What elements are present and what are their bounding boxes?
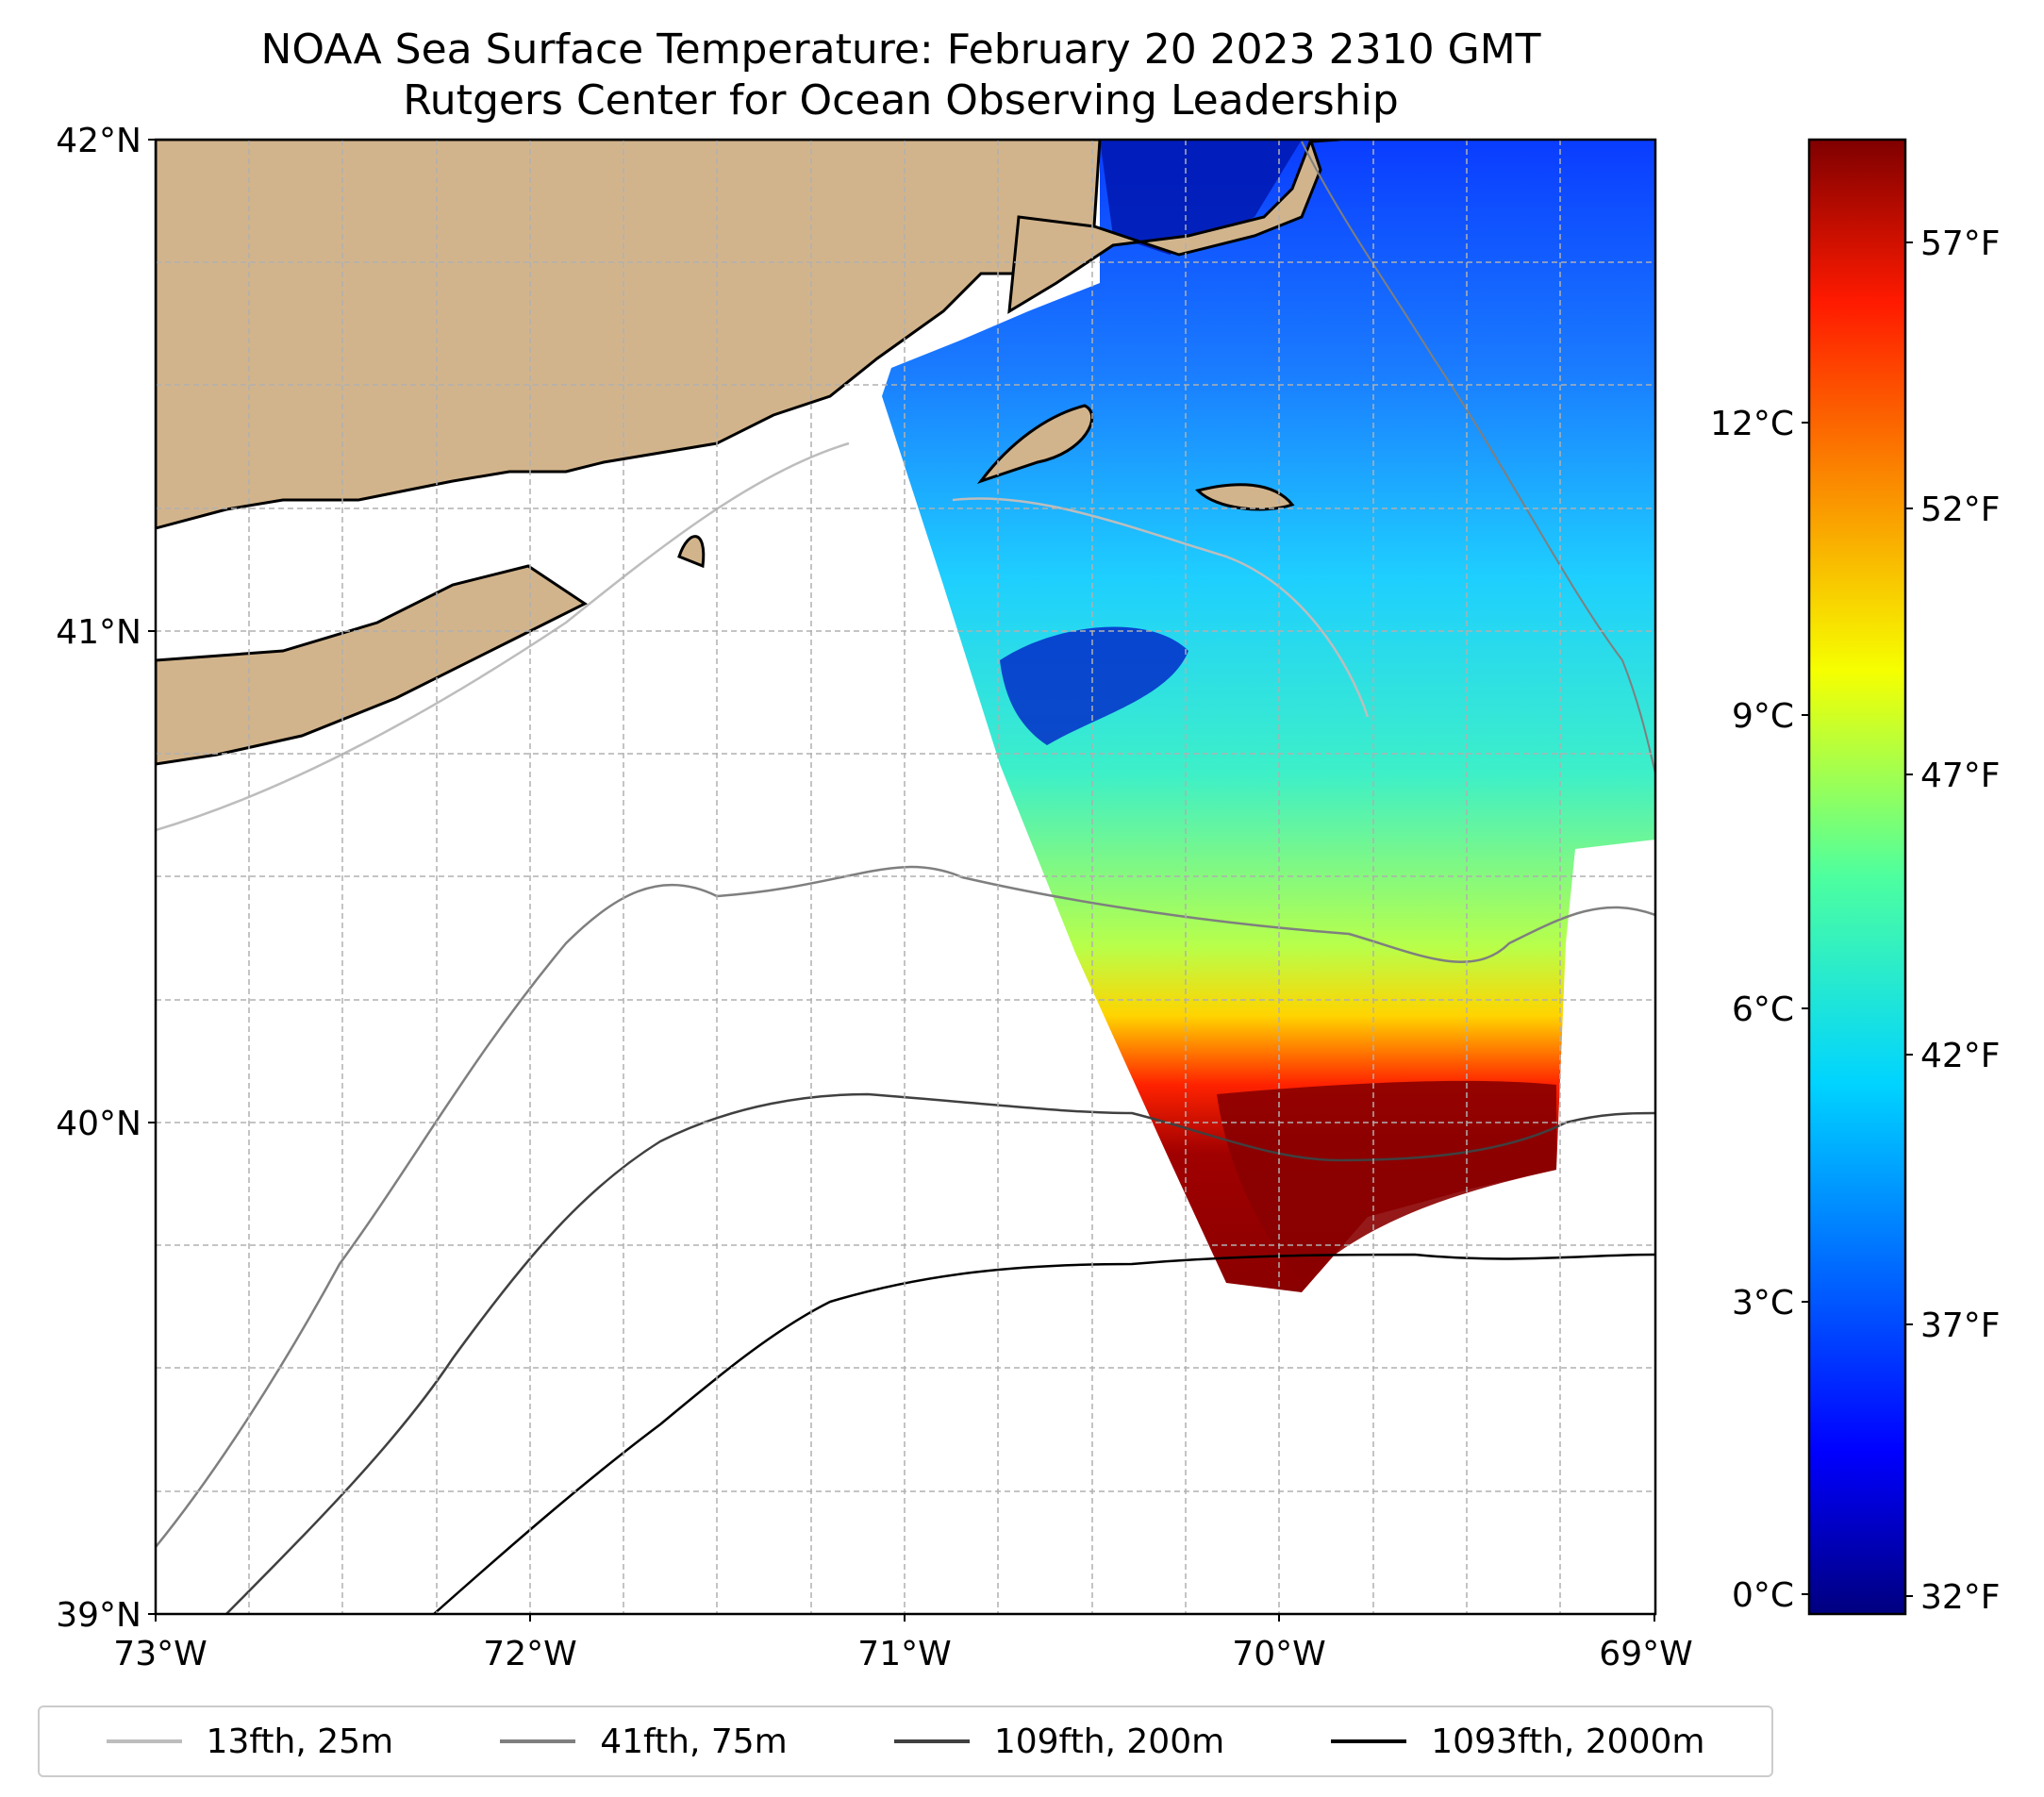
legend-label: 109fth, 200m bbox=[993, 1722, 1225, 1761]
lat-label: 42°N bbox=[56, 122, 141, 160]
legend-line-swatch bbox=[500, 1739, 576, 1743]
gridlines bbox=[156, 140, 1655, 1614]
lon-label: 73°W bbox=[113, 1635, 207, 1673]
isobath-legend: 13fth, 25m 41fth, 75m 109fth, 200m 1093f… bbox=[38, 1705, 1773, 1777]
isobath-75m bbox=[1301, 141, 1655, 774]
legend-line-swatch bbox=[1331, 1739, 1407, 1743]
isobath-2000m bbox=[433, 1253, 1655, 1614]
cold-patch bbox=[1000, 626, 1188, 745]
isobath-200m bbox=[225, 1092, 1655, 1614]
cold-patch bbox=[1100, 140, 1302, 255]
land-block-island bbox=[677, 535, 706, 569]
land-capecod bbox=[1007, 140, 1340, 314]
colorbar-fahrenheit-label: 57°F bbox=[1920, 225, 2001, 263]
colorbar-celsius-label: 3°C bbox=[1732, 1284, 1794, 1323]
lon-label: 72°W bbox=[483, 1635, 576, 1673]
lat-label: 39°N bbox=[56, 1596, 141, 1635]
legend-item: 1093fth, 2000m bbox=[1331, 1722, 1704, 1761]
legend-item: 41fth, 75m bbox=[500, 1722, 788, 1761]
isobath-25m bbox=[156, 441, 850, 832]
lon-label: 70°W bbox=[1232, 1635, 1325, 1673]
land-long-island bbox=[156, 564, 588, 766]
colorbar-fahrenheit-label: 52°F bbox=[1920, 491, 2001, 529]
legend-line-swatch bbox=[106, 1739, 182, 1743]
colorbar-fahrenheit-label: 32°F bbox=[1920, 1578, 2001, 1617]
lon-label: 69°W bbox=[1599, 1635, 1692, 1673]
legend-line-swatch bbox=[893, 1739, 970, 1743]
legend-label: 1093fth, 2000m bbox=[1431, 1722, 1705, 1761]
lat-label: 41°N bbox=[56, 613, 141, 652]
map-title: NOAA Sea Surface Temperature: February 2… bbox=[260, 25, 1541, 74]
legend-item: 13fth, 25m bbox=[106, 1722, 394, 1761]
legend-label: 41fth, 75m bbox=[600, 1722, 788, 1761]
colorbar-fahrenheit-label: 47°F bbox=[1920, 757, 2001, 795]
colorbar-celsius-label: 12°C bbox=[1710, 405, 1794, 443]
lat-label: 40°N bbox=[56, 1105, 141, 1143]
land-nantucket bbox=[1195, 483, 1295, 511]
land-marthas-vineyard bbox=[976, 404, 1094, 484]
map-subtitle: Rutgers Center for Ocean Observing Leade… bbox=[403, 76, 1399, 125]
isobath-25m bbox=[952, 497, 1370, 718]
legend-item: 109fth, 200m bbox=[893, 1722, 1225, 1761]
legend-label: 13fth, 25m bbox=[206, 1722, 394, 1761]
colorbar-fahrenheit-label: 42°F bbox=[1920, 1037, 2001, 1075]
lon-label: 71°W bbox=[857, 1635, 951, 1673]
warm-core bbox=[1217, 1080, 1556, 1283]
isobath-75m bbox=[156, 865, 1655, 1548]
colorbar-celsius-label: 6°C bbox=[1732, 990, 1794, 1029]
colorbar-celsius-label: 9°C bbox=[1732, 697, 1794, 736]
colorbar-fahrenheit-label: 37°F bbox=[1920, 1306, 2001, 1345]
colorbar-celsius-label: 0°C bbox=[1732, 1576, 1794, 1615]
colorbar bbox=[1807, 138, 1907, 1616]
